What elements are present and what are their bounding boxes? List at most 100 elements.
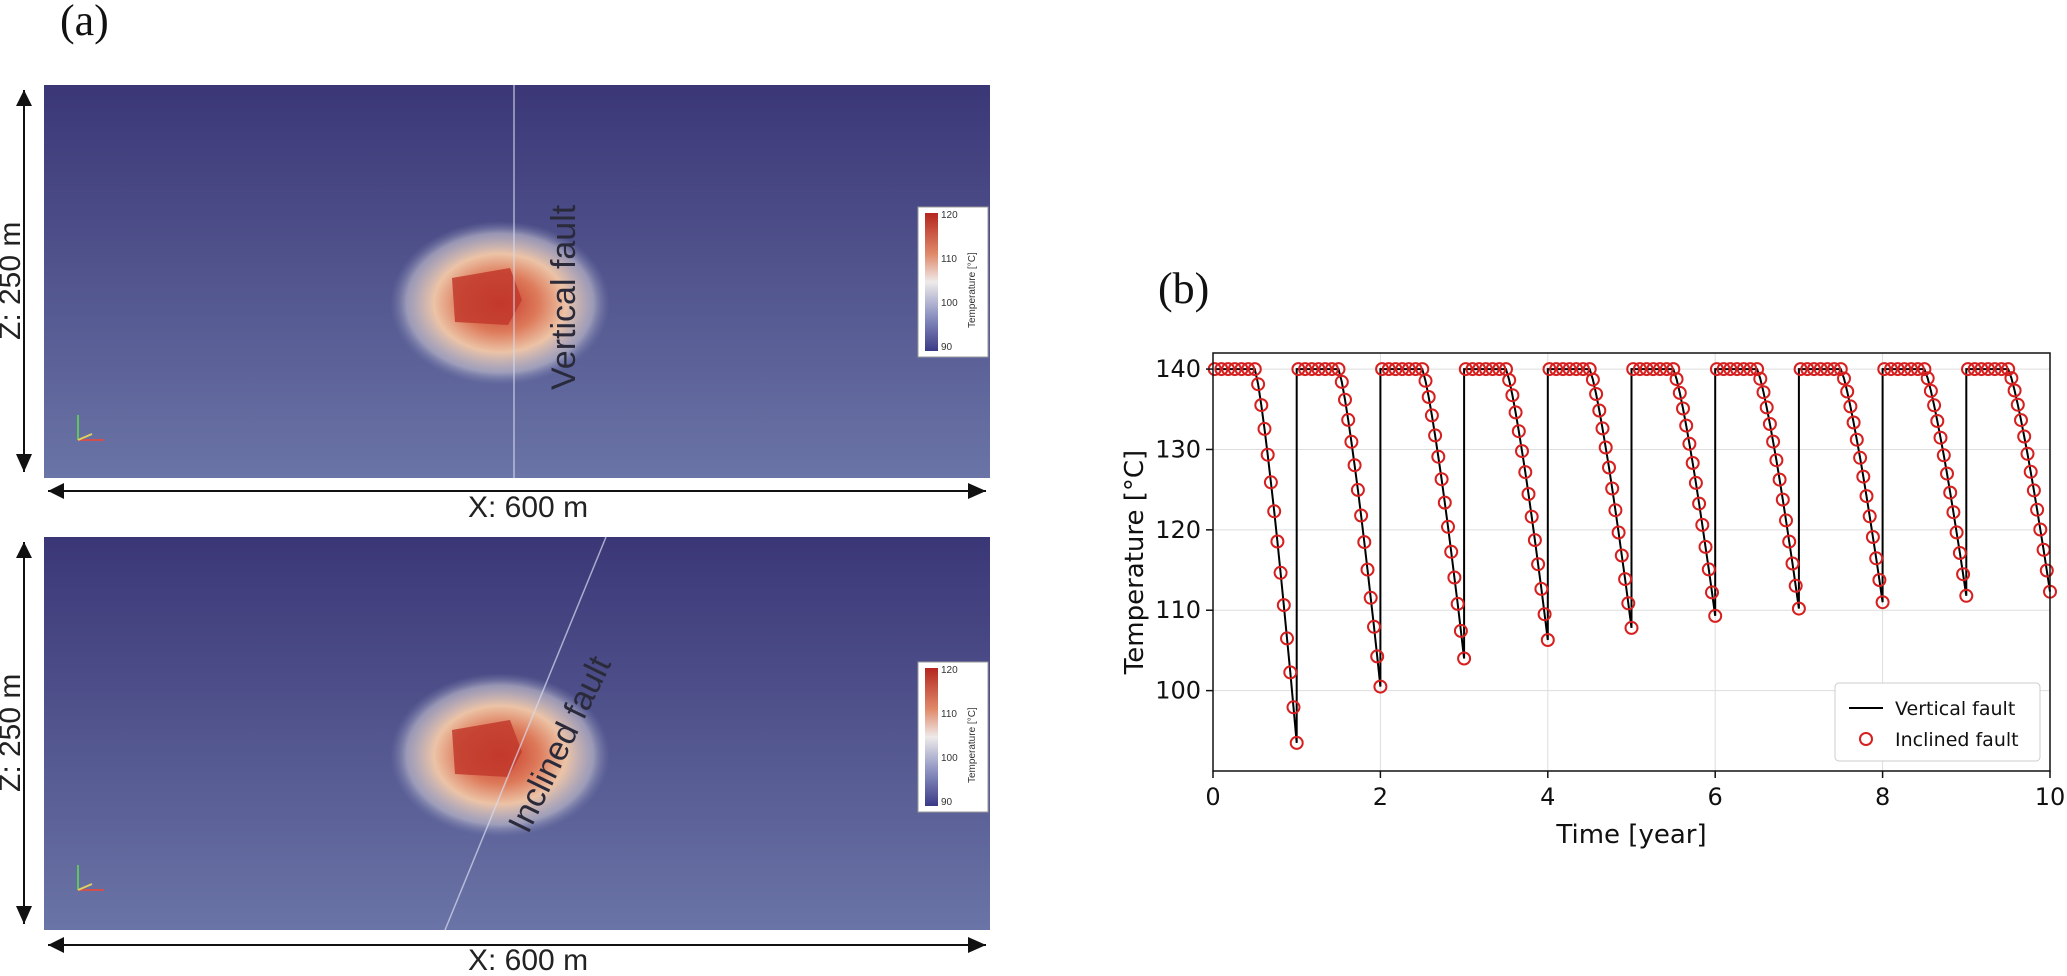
data-point bbox=[1338, 392, 1352, 407]
data-point bbox=[1705, 585, 1719, 600]
data-point bbox=[1304, 362, 1319, 377]
data-point bbox=[1251, 377, 1266, 392]
data-point bbox=[1521, 487, 1536, 501]
data-point bbox=[1227, 362, 1242, 377]
data-point bbox=[1602, 460, 1616, 475]
data-point bbox=[1949, 525, 1964, 540]
data-point bbox=[1766, 434, 1781, 449]
data-point bbox=[1257, 421, 1272, 436]
data-point bbox=[1695, 517, 1710, 532]
temperature-chart: 0 2 4 6 8 10 100 110 120 130 140 Time [year] Temp… bbox=[1120, 352, 2065, 850]
colorbar-tick: 100 bbox=[941, 753, 958, 764]
data-point bbox=[1753, 371, 1768, 386]
data-point bbox=[1280, 631, 1294, 646]
data-point bbox=[2026, 483, 2041, 498]
hot-core bbox=[452, 268, 522, 325]
colorbar-gradient bbox=[925, 213, 938, 351]
data-point bbox=[1646, 362, 1661, 377]
panel-a-label: (a) bbox=[60, 0, 109, 45]
data-point bbox=[1562, 362, 1577, 377]
y-tick-label: 100 bbox=[1155, 677, 1201, 705]
data-point bbox=[1614, 548, 1629, 563]
data-point bbox=[1298, 362, 1313, 377]
data-point bbox=[1598, 440, 1613, 455]
data-point bbox=[1800, 362, 1815, 377]
data-point bbox=[1311, 362, 1326, 377]
data-point bbox=[1434, 472, 1449, 487]
data-point bbox=[1701, 562, 1716, 577]
x-axis-label: Time [year] bbox=[1555, 820, 1706, 850]
vertical-fault-series bbox=[1214, 368, 2051, 743]
data-point bbox=[1865, 530, 1880, 544]
data-point bbox=[1743, 362, 1758, 377]
data-point bbox=[1260, 447, 1275, 462]
data-point bbox=[2023, 464, 2038, 479]
data-point bbox=[2039, 563, 2054, 578]
data-point bbox=[2020, 446, 2035, 461]
data-point bbox=[1595, 421, 1610, 436]
data-point bbox=[1639, 362, 1654, 377]
data-point bbox=[1360, 562, 1375, 577]
data-point bbox=[2017, 429, 2032, 444]
data-point bbox=[1540, 633, 1555, 647]
hot-core bbox=[452, 720, 522, 777]
colorbar-tick: 120 bbox=[941, 210, 958, 221]
data-point bbox=[1956, 567, 1971, 582]
data-point bbox=[1793, 362, 1808, 377]
data-point bbox=[1843, 399, 1858, 414]
data-point bbox=[1534, 581, 1549, 596]
data-point bbox=[1286, 700, 1301, 715]
data-point bbox=[1910, 362, 1925, 377]
data-point bbox=[1917, 362, 1932, 377]
z-dimension-label: Z: 250 m bbox=[0, 674, 27, 792]
data-point bbox=[1502, 373, 1517, 388]
data-point bbox=[1241, 362, 1256, 377]
data-point bbox=[2007, 383, 2022, 398]
legend-label: Inclined fault bbox=[1895, 729, 2019, 751]
data-point bbox=[1750, 362, 1765, 377]
data-point bbox=[1437, 495, 1452, 510]
data-point bbox=[1354, 508, 1369, 523]
data-point bbox=[1779, 513, 1793, 528]
data-point bbox=[1923, 383, 1938, 398]
data-point bbox=[1367, 619, 1381, 634]
data-point bbox=[1428, 428, 1443, 443]
data-point bbox=[1632, 362, 1647, 377]
data-point bbox=[1730, 362, 1744, 377]
legend-box bbox=[1834, 682, 2041, 762]
data-point bbox=[1363, 590, 1378, 605]
data-point bbox=[1324, 362, 1339, 377]
data-point bbox=[1576, 362, 1590, 377]
x-dimension-label: X: 600 m bbox=[468, 944, 588, 976]
data-point bbox=[1357, 535, 1372, 550]
y-tick-label: 120 bbox=[1155, 516, 1201, 544]
data-point bbox=[1263, 475, 1278, 490]
data-point bbox=[1626, 362, 1641, 377]
colorbar-tick: 90 bbox=[941, 797, 953, 808]
x-tick-label: 6 bbox=[1708, 783, 1723, 811]
data-point bbox=[1659, 362, 1674, 377]
x-tick-label: 2 bbox=[1373, 783, 1388, 811]
data-point bbox=[1692, 496, 1707, 511]
data-point bbox=[1611, 525, 1626, 540]
data-point bbox=[1807, 362, 1821, 377]
data-point bbox=[1981, 362, 1996, 377]
data-point bbox=[1273, 565, 1288, 580]
data-point bbox=[1676, 401, 1690, 416]
data-point bbox=[1270, 534, 1285, 549]
inclined-fault-line bbox=[444, 536, 607, 931]
data-point bbox=[1589, 387, 1604, 401]
data-point bbox=[1849, 432, 1864, 447]
data-point bbox=[1531, 557, 1546, 572]
data-point bbox=[2030, 502, 2045, 517]
data-point bbox=[1485, 362, 1500, 377]
data-point bbox=[1381, 362, 1396, 377]
colorbar: 120 110 100 90 Temperature [°C] bbox=[917, 206, 989, 358]
data-point bbox=[1344, 434, 1359, 449]
data-point bbox=[1605, 481, 1620, 496]
fault-label: Vertical fault bbox=[545, 204, 583, 390]
data-point bbox=[1395, 362, 1410, 377]
data-point bbox=[1283, 665, 1298, 680]
x-dimension-label: X: 600 m bbox=[468, 491, 588, 524]
